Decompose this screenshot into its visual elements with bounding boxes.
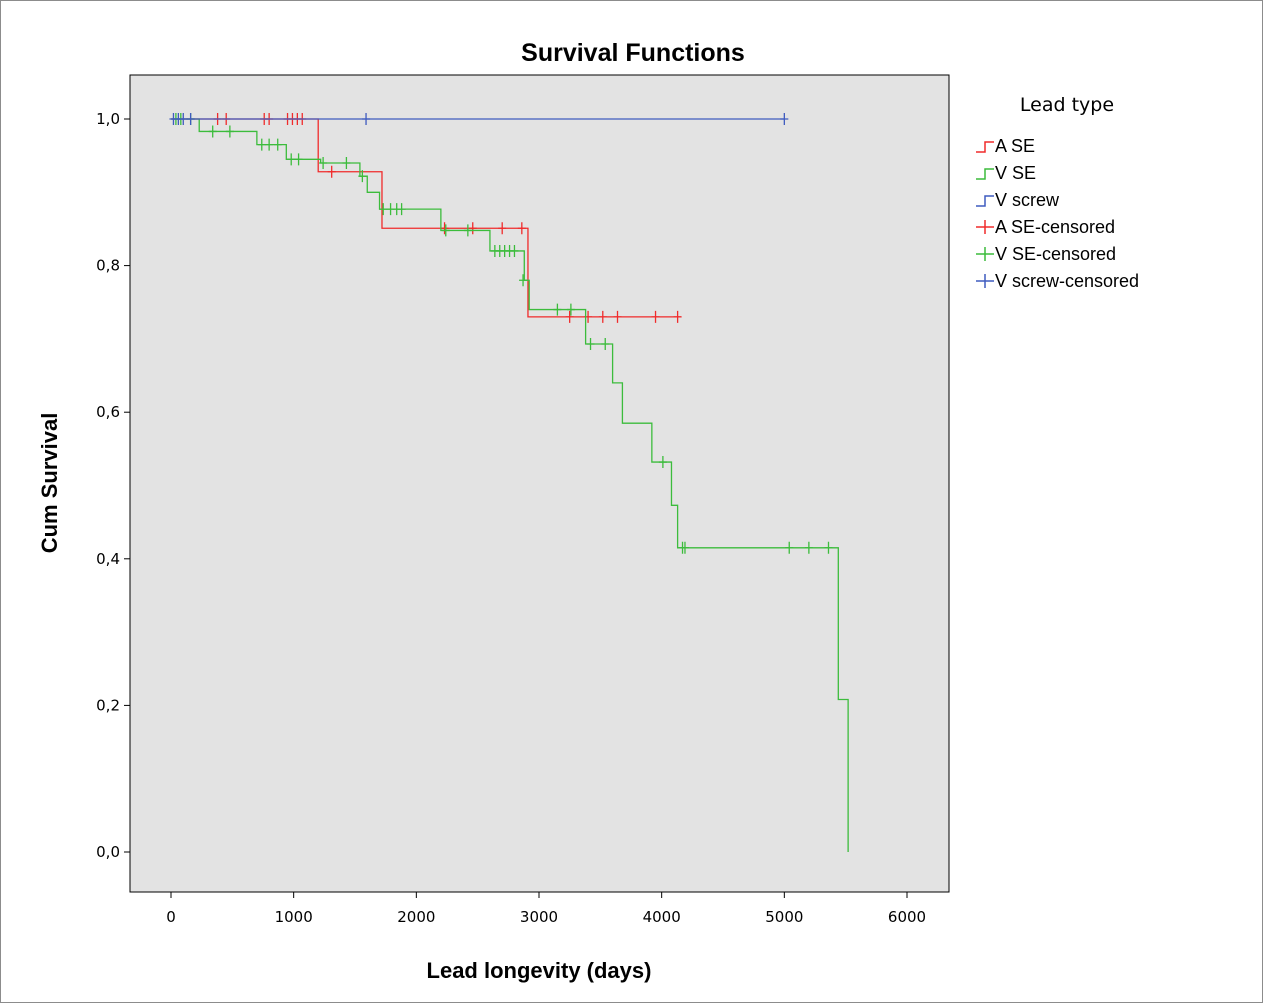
censor-mark (673, 310, 682, 323)
series-group (169, 113, 849, 852)
legend-item: V screw (976, 190, 1060, 210)
censor-mark (517, 222, 526, 235)
censor-mark (780, 113, 789, 125)
censor-mark (186, 113, 195, 125)
legend-label: A SE-censored (995, 217, 1115, 237)
censor-mark (397, 203, 406, 216)
censor-mark (342, 156, 351, 169)
chart-title: Survival Functions (521, 39, 745, 67)
censor-mark (785, 541, 794, 554)
legend-item: A SE-censored (976, 217, 1115, 237)
censor-mark (287, 153, 296, 166)
x-tick-label: 3000 (520, 908, 558, 926)
x-tick-label: 2000 (397, 908, 435, 926)
censor-mark (441, 224, 450, 237)
legend-item: A SE (976, 136, 1035, 156)
x-tick-label: 5000 (765, 908, 803, 926)
legend-label: V SE-censored (995, 244, 1116, 264)
censor-mark (598, 310, 607, 323)
censor-mark (179, 113, 188, 125)
legend-step-swatch (976, 141, 994, 153)
censor-mark (586, 338, 595, 351)
censor-mark (804, 541, 813, 554)
y-axis-label: Cum Survival (37, 413, 62, 554)
y-axis: 0,0 0,2 0,4 0,6 0,8 1,0 (96, 110, 130, 861)
y-tick-label: 0,8 (96, 257, 120, 275)
survival-step-line (171, 118, 682, 318)
legend-censor-swatch (976, 220, 994, 234)
censor-mark (265, 138, 274, 151)
censor-mark (225, 125, 234, 138)
legend-censor-swatch (976, 274, 994, 288)
legend: Lead type A SE V SE V screw A SE-censored V … (976, 94, 1139, 291)
censor-mark (294, 153, 303, 166)
legend-label: V SE (995, 163, 1036, 183)
censor-mark (273, 138, 282, 151)
legend-censor-swatch (976, 247, 994, 261)
censor-mark (510, 244, 519, 257)
censor-mark (565, 310, 574, 323)
censor-mark (468, 222, 477, 235)
y-tick-label: 1,0 (96, 110, 120, 128)
censor-mark (553, 303, 562, 316)
censor-mark (440, 222, 449, 235)
censor-mark (601, 338, 610, 351)
censor-mark (613, 310, 622, 323)
legend-step-swatch (976, 195, 994, 207)
y-tick-label: 0,0 (96, 843, 120, 861)
legend-label: V screw-censored (995, 271, 1139, 291)
censor-mark (257, 138, 266, 151)
legend-item: V screw-censored (976, 271, 1139, 291)
censor-mark (319, 156, 328, 169)
plot-area (129, 74, 950, 893)
censor-mark (379, 203, 388, 216)
censor-mark (566, 303, 575, 316)
series-v-screw (169, 113, 789, 125)
x-tick-label: 6000 (888, 908, 926, 926)
censor-mark (498, 222, 507, 235)
y-tick-label: 0,6 (96, 403, 120, 421)
legend-title: Lead type (1020, 94, 1114, 116)
censor-mark (208, 125, 217, 138)
legend-label: V screw (995, 190, 1060, 210)
x-tick-label: 4000 (643, 908, 681, 926)
y-tick-label: 0,4 (96, 550, 120, 568)
censor-mark (658, 456, 667, 469)
x-tick-label: 0 (166, 908, 176, 926)
censor-mark (680, 541, 689, 554)
legend-label: A SE (995, 136, 1035, 156)
x-axis: 0 1000 2000 3000 4000 5000 6000 (166, 892, 926, 926)
x-tick-label: 1000 (275, 908, 313, 926)
censor-mark (651, 310, 660, 323)
legend-step-swatch (976, 168, 994, 180)
censor-mark (362, 113, 371, 125)
y-tick-label: 0,2 (96, 696, 120, 714)
censor-mark (327, 165, 336, 178)
legend-item: V SE-censored (976, 244, 1116, 264)
censor-mark (463, 224, 472, 237)
x-axis-label: Lead longevity (days) (427, 958, 652, 983)
legend-item: V SE (976, 163, 1036, 183)
censor-mark (519, 274, 528, 287)
censor-mark (358, 170, 367, 183)
censor-mark (824, 541, 833, 554)
series-v-se (171, 113, 849, 852)
